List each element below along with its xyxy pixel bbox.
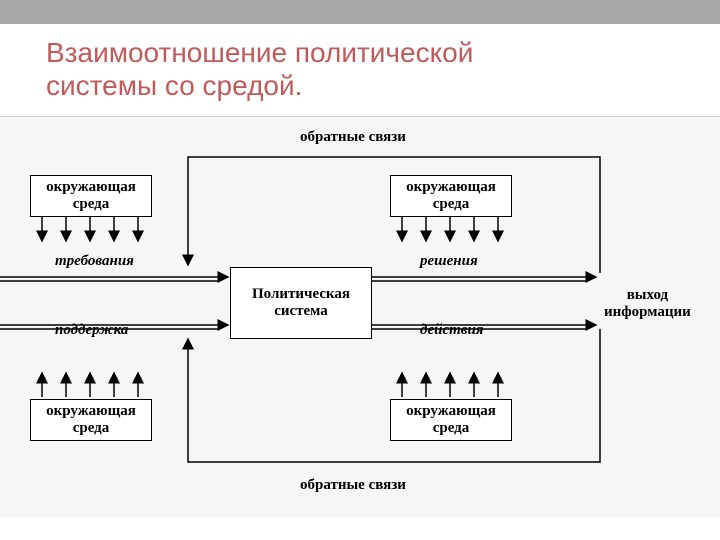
center-label: Политическаясистема	[252, 286, 350, 321]
output-line2: информации	[604, 304, 691, 320]
env-box-bottom-right: окружающаясреда	[390, 399, 512, 441]
env-label: окружающаясреда	[46, 179, 136, 214]
env-box-bottom-left: окружающаясреда	[30, 399, 152, 441]
output-line1: выход	[627, 287, 668, 303]
env-label: окружающаясреда	[46, 403, 136, 438]
output-label: выход информации	[604, 287, 691, 321]
diagram: окружающаясреда окружающаясреда окружающ…	[0, 116, 720, 517]
env-box-top-right: окружающаясреда	[390, 175, 512, 217]
decisions-label: решения	[420, 253, 478, 270]
env-label: окружающаясреда	[406, 403, 496, 438]
center-box: Политическаясистема	[230, 267, 372, 339]
support-label: поддержка	[55, 322, 128, 339]
top-bar	[0, 0, 720, 24]
actions-label: действия	[420, 322, 484, 339]
env-label: окружающаясреда	[406, 179, 496, 214]
page-title: Взаимоотношение политической системы со …	[0, 24, 720, 116]
title-line2: системы со средой.	[46, 70, 302, 101]
title-line1: Взаимоотношение политической	[46, 37, 473, 68]
demands-label: требования	[55, 253, 134, 270]
feedback-top-label: обратные связи	[300, 129, 406, 146]
env-box-top-left: окружающаясреда	[30, 175, 152, 217]
feedback-bottom-label: обратные связи	[300, 477, 406, 494]
